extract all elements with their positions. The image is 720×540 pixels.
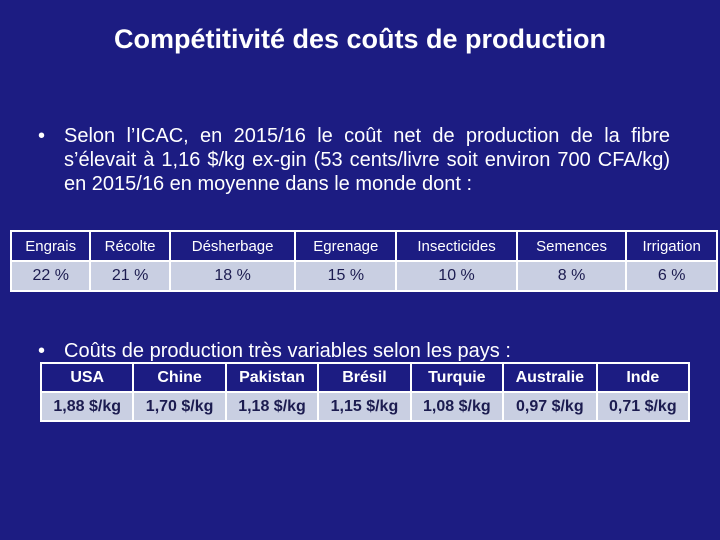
bullet-text: Selon l’ICAC, en 2015/16 le coût net de … [64, 125, 670, 195]
header-cell: Egrenage [294, 230, 398, 262]
header-cell: Chine [132, 362, 227, 393]
bullet: • Selon l’ICAC, en 2015/16 le coût net de… [38, 124, 670, 196]
value-cell: 0,71 $/kg [595, 391, 691, 422]
bullet-dot: • [38, 125, 46, 147]
cost-table: Engrais Récolte Désherbage Egrenage Insectic… [9, 230, 718, 292]
header-cell: Semences [515, 230, 628, 262]
value-cell: 22 % [9, 260, 92, 292]
value-cell: 15 % [294, 260, 398, 292]
header-cell: Engrais [9, 230, 92, 262]
header-cell: USA [39, 362, 135, 393]
value-cell: 0,97 $/kg [502, 391, 598, 422]
value-cell: 1,70 $/kg [132, 391, 227, 422]
header-cell: Irrigation [625, 230, 718, 262]
bullet-text: Coûts de production très variables selon… [64, 340, 511, 362]
value-cell: 1,08 $/kg [409, 391, 505, 422]
value-cell: 10 % [395, 260, 518, 292]
slide-title: Compétitivité des coûts de production [113, 24, 607, 54]
header-cell: Insecticides [395, 230, 518, 262]
bullet: • Coûts de production très variables selo… [38, 339, 684, 363]
value-cell: 1,18 $/kg [224, 391, 320, 422]
value-row: 22 % 21 % 18 % 15 % 10 % 8 % 6 % [9, 260, 718, 292]
header-cell: Turquie [409, 362, 505, 393]
value-row: 1,88 $/kg 1,70 $/kg 1,18 $/kg 1,15 $/kg 1,08… [39, 391, 691, 422]
header-cell: Inde [595, 362, 691, 393]
country-table: USA Chine Pakistan Brésil Turquie Australie In… [39, 362, 691, 422]
value-cell: 8 % [515, 260, 628, 292]
value-cell: 6 % [625, 260, 718, 292]
header-cell: Récolte [89, 230, 171, 262]
header-cell: Désherbage [168, 230, 297, 262]
value-cell: 21 % [89, 260, 171, 292]
header-row: USA Chine Pakistan Brésil Turquie Australie In… [39, 362, 691, 393]
bullet-dot: • [38, 340, 46, 362]
header-cell: Brésil [317, 362, 412, 393]
header-cell: Australie [502, 362, 598, 393]
value-cell: 1,88 $/kg [39, 391, 135, 422]
value-cell: 18 % [168, 260, 297, 292]
value-cell: 1,15 $/kg [317, 391, 412, 422]
header-cell: Pakistan [224, 362, 320, 393]
header-row: Engrais Récolte Désherbage Egrenage Insectic… [9, 230, 718, 262]
